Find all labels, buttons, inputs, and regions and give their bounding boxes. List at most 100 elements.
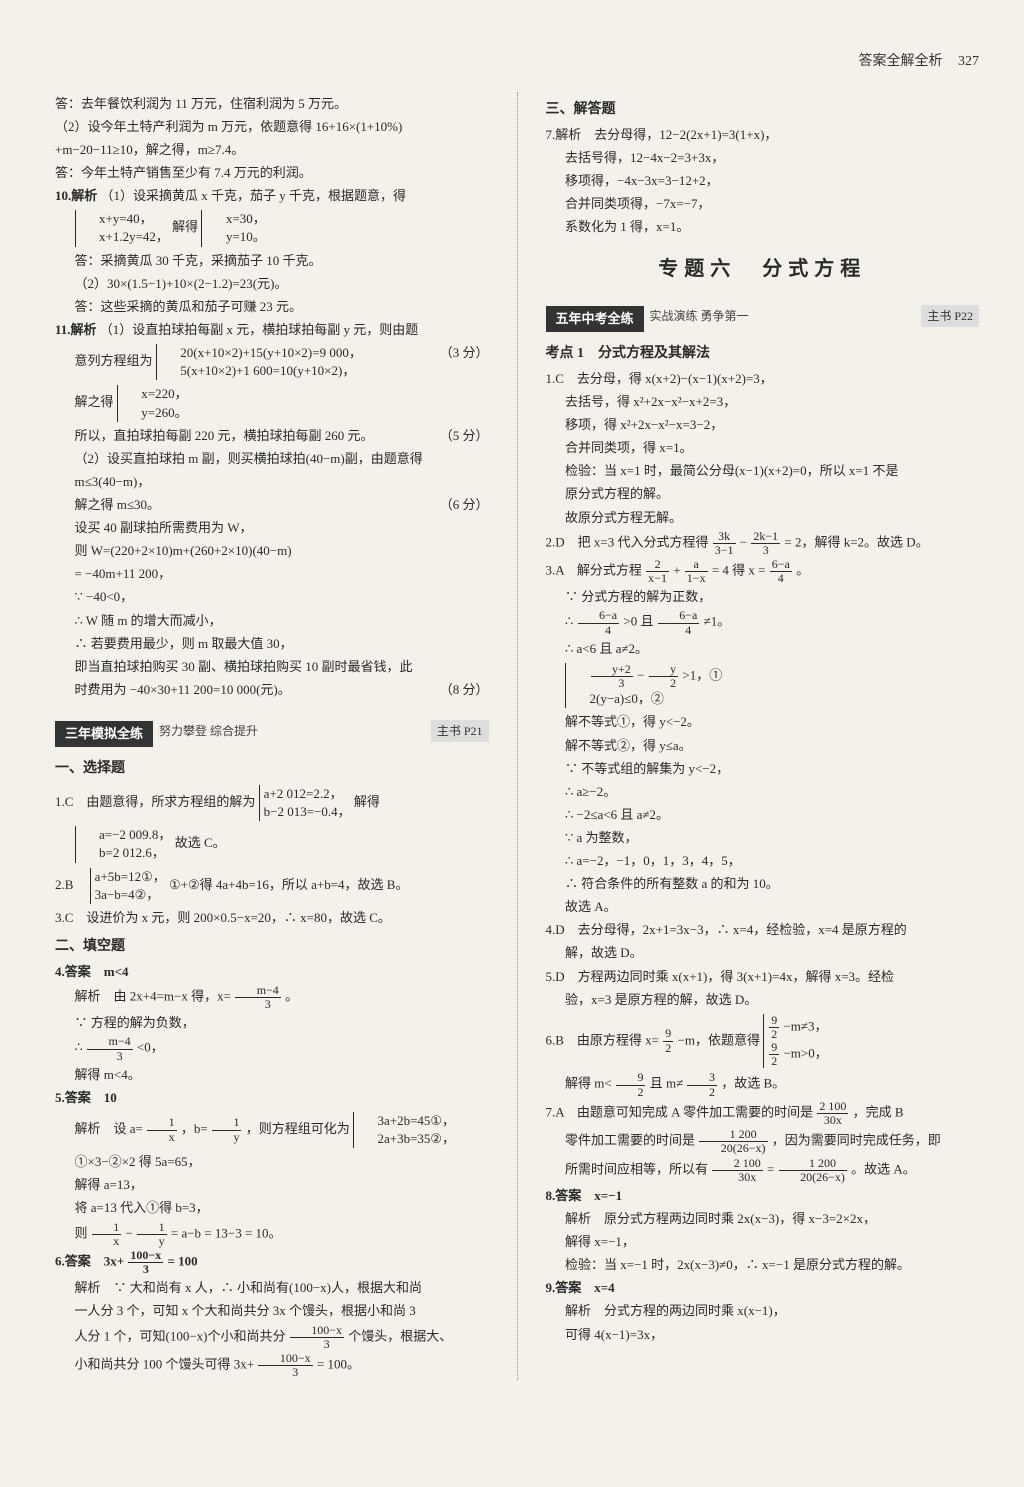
case-line: b−2 013=−0.4，: [264, 803, 351, 821]
text: 则: [75, 1225, 91, 1240]
text: >1，①: [682, 668, 722, 683]
text-line: 解析 原分式方程两边同时乘 2x(x−3)，得 x−3=2×2x，: [546, 1208, 980, 1230]
text-line: 解不等式①，得 y<−2。: [546, 711, 980, 733]
fraction: 92: [769, 1041, 779, 1068]
r6: 6.B 由原方程得 x= 92 −m，依题意得 92 −m≠3， 92 −m>0…: [546, 1012, 980, 1071]
denominator: 4: [658, 624, 700, 637]
q1-cont: a=−2 009.8， b=2 012.6， 故选 C。: [55, 824, 489, 864]
text-line: 解析 ∵ 大和尚有 x 人，∴ 小和尚有(100−x)人，根据大和尚: [55, 1277, 489, 1299]
text: 故选 C。: [175, 835, 226, 850]
case-line: 20(x+10×2)+15(y+10×2)=9 000，: [161, 344, 362, 362]
text: +: [673, 563, 684, 578]
case-line: 5(x+10×2)+1 600=10(y+10×2)，: [161, 362, 362, 380]
denominator: 20(26−x): [779, 1171, 847, 1184]
numerator: 9: [769, 1041, 779, 1055]
cases: x=30， y=10。: [201, 210, 265, 246]
denominator: 2: [687, 1086, 717, 1099]
text-line: = −40m+11 200，: [55, 563, 489, 585]
text-line: m≤3(40−m)，: [55, 471, 489, 493]
fraction: 100−x3: [290, 1324, 344, 1351]
section-ref: 主书 P21: [431, 720, 489, 742]
cases: x=220， y=260。: [117, 385, 188, 421]
numerator: 9: [663, 1027, 673, 1041]
denominator: y: [137, 1235, 167, 1248]
text: ，b=: [181, 1121, 208, 1136]
denominator: 30x: [817, 1114, 848, 1127]
text: =: [767, 1161, 778, 1176]
denominator: 3: [591, 677, 633, 690]
cases: 20(x+10×2)+15(y+10×2)=9 000， 5(x+10×2)+1…: [156, 344, 362, 380]
text: ∴: [75, 1040, 87, 1055]
section-bar-row: 五年中考全练 实战演练 勇争第一 主书 P22: [546, 296, 980, 336]
text-line: 去括号，得 x²+2x−x²−x+2=3，: [546, 391, 980, 413]
numerator: 2 100: [817, 1100, 848, 1114]
text-line: 解之得 m≤30。 （6 分）: [55, 494, 489, 516]
fraction: 92: [663, 1027, 673, 1054]
text: 解得 m<: [565, 1076, 612, 1091]
fraction: 32: [687, 1071, 717, 1098]
numerator: 100−x: [258, 1352, 312, 1366]
numerator: 9: [769, 1014, 779, 1028]
column-divider: [517, 92, 518, 1380]
text: −m，依题意得: [678, 1032, 760, 1047]
numerator: 1: [92, 1221, 122, 1235]
case-line: x=220，: [122, 385, 188, 403]
numerator: 100−x: [290, 1324, 344, 1338]
text-line: 解得 m<4。: [55, 1064, 489, 1086]
r1: 1.C 去分母，得 x(x+2)−(x−1)(x+2)=3，: [546, 368, 980, 390]
text-line: 所需时间应相等，所以有 2 10030x = 1 20020(26−x) 。故选…: [546, 1157, 980, 1184]
fraction: m−43: [235, 984, 281, 1011]
text-line: ∵ 不等式组的解集为 y<−2，: [546, 758, 980, 780]
topic-title: 专题六 分式方程: [546, 252, 980, 286]
subsection: 二、填空题: [55, 935, 489, 959]
fraction: 1x: [92, 1221, 122, 1248]
text-line: 所以，直拍球拍每副 220 元，横拍球拍每副 260 元。 （5 分）: [55, 425, 489, 447]
text-line: 移项得，−4x−3x=3−12+2，: [546, 170, 980, 192]
denominator: 3: [290, 1338, 344, 1351]
text: （1）设采摘黄瓜 x 千克，茄子 y 千克，根据题意，得: [101, 188, 407, 203]
denominator: 2: [663, 1042, 673, 1055]
fraction: 6−a4: [770, 558, 792, 585]
text: 解析 由 2x+4=m−x 得，x=: [75, 989, 231, 1004]
text: 解得: [172, 219, 198, 234]
text: 2.D 把 x=3 代入分式方程得: [546, 534, 709, 549]
text-line: （2）设买直拍球拍 m 副，则买横拍球拍(40−m)副，由题意得: [55, 448, 489, 470]
r4: 4.D 去分母得，2x+1=3x−3，∴ x=4，经检验，x=4 是原方程的: [546, 919, 980, 941]
denominator: 3−1: [713, 544, 736, 557]
text-line: ∴ 符合条件的所有整数 a 的和为 10。: [546, 873, 980, 895]
text-line: 零件加工需要的时间是 1 20020(26−x) ，因为需要同时完成任务，即: [546, 1128, 980, 1155]
text: 人分 1 个，可知(100−x)个小和尚共分: [75, 1328, 286, 1343]
text-line: 则 1x − 1y = a−b = 13−3 = 10。: [55, 1221, 489, 1248]
text-line: ∵ 分式方程的解为正数，: [546, 586, 980, 608]
text: 零件加工需要的时间是: [565, 1133, 695, 1148]
denominator: x: [147, 1131, 177, 1144]
score: （6 分）: [420, 494, 488, 516]
fraction: 1x: [147, 1116, 177, 1143]
r5: 5.D 方程两边同时乘 x(x+1)，得 3(x+1)=4x，解得 x=3。经检: [546, 966, 980, 988]
case-line: 3a+2b=45①，: [358, 1112, 455, 1130]
text-line: ∴ 6−a4 >0 且 6−a4 ≠1。: [546, 609, 980, 636]
inequality-system: y+23 − y2 >1，① 2(y−a)≤0，②: [546, 661, 980, 711]
numerator: 2k−1: [751, 530, 780, 544]
case-line: b=2 012.6，: [80, 844, 172, 862]
item-11: 11.解析 （1）设直拍球拍每副 x 元，横拍球拍每副 y 元，则由题: [55, 319, 489, 341]
case-line: 3a−b=4②，: [95, 886, 166, 904]
denominator: 30x: [712, 1171, 763, 1184]
text-line: 故选 A。: [546, 896, 980, 918]
case-line: a+2 012=2.2，: [264, 785, 351, 803]
case-line: y=10。: [206, 228, 265, 246]
numerator: 3k: [713, 530, 736, 544]
section-bar: 三年模拟全练: [55, 721, 153, 747]
equation-system: x+y=40， x+1.2y=42， 解得 x=30， y=10。: [55, 208, 489, 248]
numerator: y+2: [591, 663, 633, 677]
subsection: 三、解答题: [546, 98, 980, 122]
numerator: 6−a: [578, 609, 620, 623]
cases: a=−2 009.8， b=2 012.6，: [75, 826, 172, 862]
denominator: 20(26−x): [699, 1142, 767, 1155]
page-number: 327: [958, 54, 979, 69]
text: 6.答案 3x+: [55, 1254, 124, 1269]
text: ，完成 B: [853, 1105, 904, 1120]
text-line: 即当直拍球拍购买 30 副、横拍球拍购买 10 副时最省钱，此: [55, 656, 489, 678]
text: = 100: [168, 1254, 198, 1269]
denominator: y: [212, 1131, 242, 1144]
